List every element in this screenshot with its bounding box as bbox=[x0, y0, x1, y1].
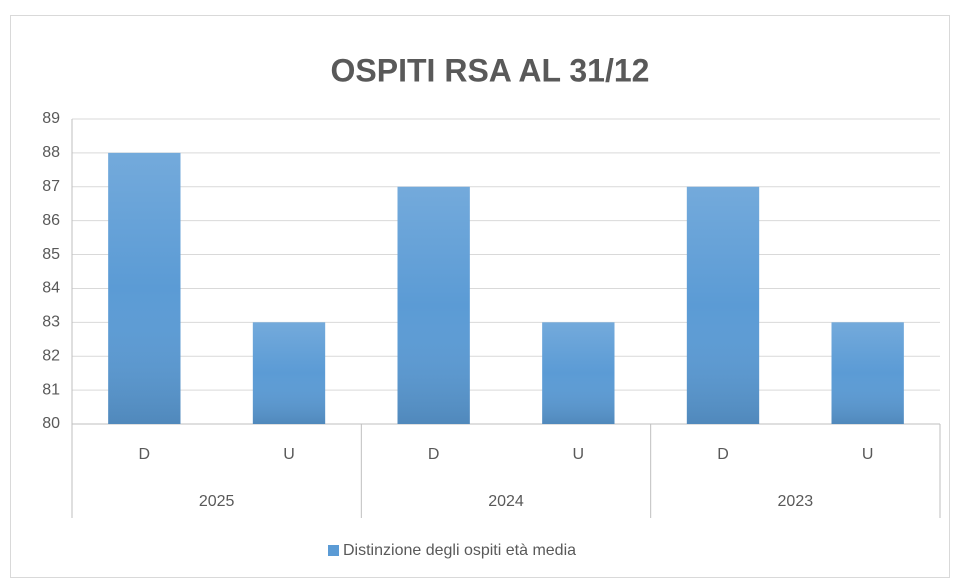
bar-shade bbox=[397, 186, 470, 424]
bar-shade bbox=[108, 152, 181, 424]
y-tick-label: 86 bbox=[42, 212, 60, 229]
x-tick-label: U bbox=[862, 446, 874, 463]
chart-title: OSPITI RSA AL 31/12 bbox=[331, 52, 650, 88]
y-tick-label: 81 bbox=[42, 381, 60, 398]
bar-shade bbox=[686, 186, 760, 424]
y-tick-label: 80 bbox=[42, 415, 60, 432]
y-tick-label: 82 bbox=[42, 347, 60, 364]
bar-shade bbox=[252, 322, 326, 424]
group-label: 2024 bbox=[488, 493, 524, 510]
y-tick-label: 83 bbox=[42, 314, 60, 331]
y-tick-label: 85 bbox=[42, 246, 60, 263]
legend-swatch bbox=[328, 545, 339, 556]
x-tick-label: D bbox=[428, 446, 440, 463]
y-tick-label: 84 bbox=[42, 280, 60, 297]
y-tick-label: 89 bbox=[42, 110, 60, 127]
x-tick-label: D bbox=[139, 446, 151, 463]
group-label: 2025 bbox=[199, 493, 235, 510]
y-tick-label: 88 bbox=[42, 144, 60, 161]
bar-shade bbox=[542, 322, 615, 424]
y-tick-label: 87 bbox=[42, 178, 60, 195]
bar-shade bbox=[831, 322, 904, 424]
group-label: 2023 bbox=[778, 493, 814, 510]
legend-label: Distinzione degli ospiti età media bbox=[343, 542, 576, 559]
x-tick-label: D bbox=[717, 446, 729, 463]
x-tick-label: U bbox=[573, 446, 585, 463]
x-tick-label: U bbox=[283, 446, 295, 463]
